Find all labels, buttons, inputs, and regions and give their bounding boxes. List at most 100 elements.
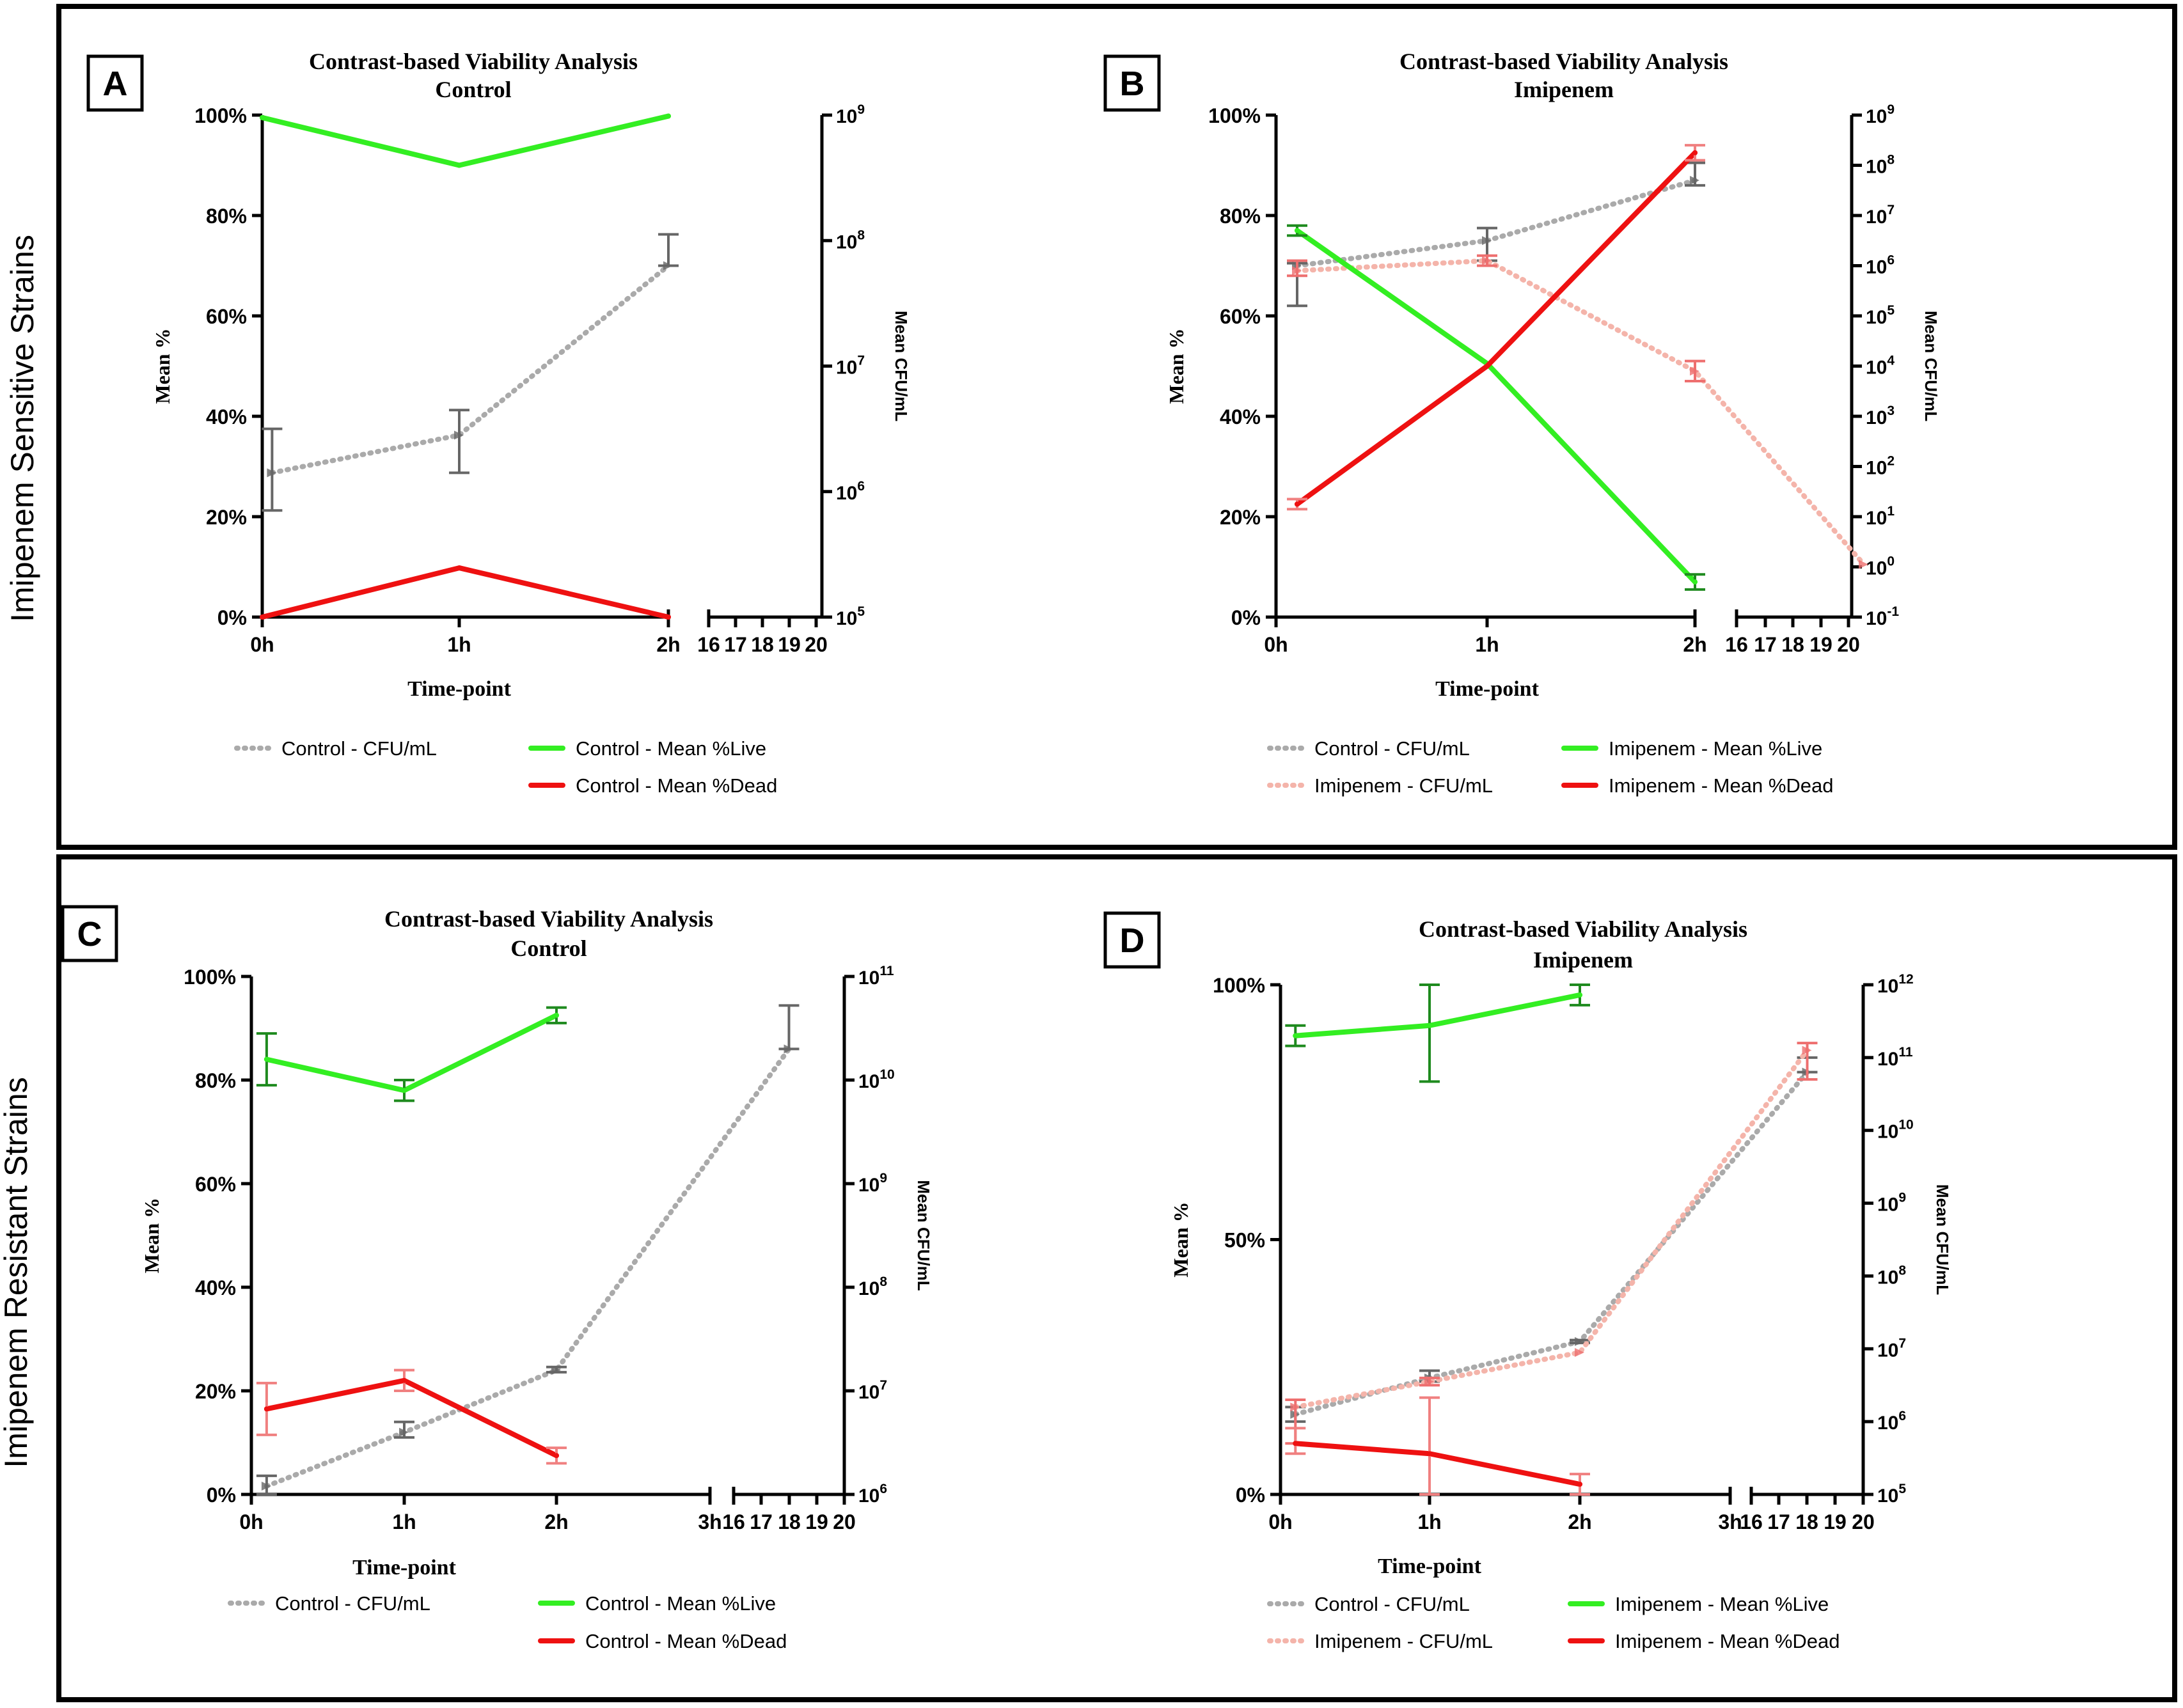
data-point: [1427, 1451, 1432, 1457]
x-axis-label: Time-point: [407, 677, 512, 701]
y-tick-label-right: 109: [1866, 102, 1895, 127]
x-tick-label: 0h: [1264, 633, 1288, 656]
data-point: [399, 1427, 409, 1437]
chart-title: Contrast-based Viability Analysis: [384, 906, 713, 932]
series-line: [1295, 228, 1698, 585]
x-break-tick-label: 16: [697, 633, 720, 656]
x-break-tick-label: 20: [1852, 1510, 1875, 1533]
y-tick-label-right: 107: [858, 1378, 887, 1403]
x-tick-label: 0h: [239, 1510, 263, 1533]
panel-letter-box: [1103, 54, 1161, 112]
data-point: [402, 1088, 407, 1093]
legend-item: Control - Mean %Live: [538, 1592, 776, 1615]
data-point: [1802, 1046, 1812, 1055]
y-tick-label-left: 40%: [195, 1276, 236, 1299]
legend-label: Imipenem - Mean %Live: [1615, 1593, 1829, 1615]
x-break-tick-label: 19: [1809, 633, 1832, 656]
series-line: [1293, 1441, 1582, 1487]
y-tick-label-right: 108: [1866, 153, 1895, 178]
x-break-tick-label: 16: [1725, 633, 1748, 656]
x-tick-label: 1h: [1475, 633, 1499, 656]
y-tick-label-left: 40%: [206, 405, 247, 428]
chart-panel-b: B Contrast-based Viability Analysis Imipen…: [1103, 49, 1941, 797]
row-label-sensitive: Imipenem Sensitive Strains: [4, 235, 40, 622]
series-control-cfu-ml: [262, 233, 679, 512]
y-tick-label-right: 105: [1866, 303, 1895, 328]
y-tick-label-right: 104: [1866, 354, 1895, 379]
y-tick-label-right: 1011: [858, 964, 894, 989]
legend-item: Control - CFU/mL: [234, 737, 437, 760]
legend-label: Imipenem - Mean %Dead: [1609, 774, 1834, 797]
x-break-tick-label: 18: [1781, 633, 1804, 656]
y-axis-label-left: Mean %: [1169, 1202, 1192, 1277]
legend-item: Imipenem - Mean %Dead: [1561, 774, 1834, 797]
legend-item: Control - Mean %Dead: [538, 1630, 787, 1652]
series-imipenem-cfu-ml: [1287, 254, 1868, 569]
x-tick-label: 1h: [392, 1510, 416, 1533]
legend-label: Control - Mean %Dead: [585, 1630, 787, 1652]
chart-subtitle: Control: [435, 77, 511, 102]
series-control-mean-dead: [256, 1368, 567, 1465]
y-tick-label-right: 109: [836, 102, 865, 127]
y-tick-label-left: 0%: [207, 1484, 236, 1507]
x-tick-label: 1h: [1417, 1510, 1441, 1533]
data-point: [1575, 1347, 1584, 1357]
y-tick-label-right: 106: [1877, 1409, 1906, 1434]
legend-item: Control - Mean %Live: [528, 737, 766, 760]
y-tick-label-left: 100%: [194, 104, 247, 127]
data-point: [264, 1406, 269, 1412]
x-tick-label: 2h: [544, 1510, 568, 1533]
panel-letter-box: [61, 905, 118, 962]
chart-panel-a: A Contrast-based Viability Analysis Contro…: [86, 49, 911, 797]
y-tick-label-right: 105: [836, 604, 865, 629]
panel-letter: B: [1120, 65, 1145, 103]
y-tick-label-right: 109: [858, 1171, 887, 1196]
data-point: [784, 1044, 794, 1054]
legend-label: Control - Mean %Live: [576, 737, 766, 760]
legend-label: Control - Mean %Live: [585, 1592, 776, 1615]
y-tick-label-right: 108: [1877, 1263, 1906, 1288]
panel-letter-box: [1103, 911, 1161, 969]
x-break-tick-label: 17: [1754, 633, 1777, 656]
data-point: [1482, 236, 1492, 246]
data-point: [260, 615, 265, 620]
y-tick-label-left: 60%: [1220, 305, 1261, 328]
y-axis-label-right: Mean CFU/mL: [914, 1180, 933, 1290]
series-line: [1295, 150, 1698, 507]
data-point: [1424, 1377, 1434, 1386]
series-control-mean-live: [260, 113, 671, 168]
chart-title: Contrast-based Viability Analysis: [309, 49, 638, 74]
panel-letter: D: [1120, 921, 1145, 960]
y-tick-label-right: 1010: [858, 1067, 895, 1092]
y-tick-label-left: 100%: [1208, 104, 1261, 127]
y-tick-label-left: 60%: [195, 1173, 236, 1196]
x-break-tick-label: 19: [778, 633, 801, 656]
x-tick-label: 2h: [1683, 633, 1706, 656]
series-control-cfu-ml: [1287, 161, 1705, 308]
series-control-cfu-ml: [256, 1004, 800, 1496]
data-point: [1293, 1441, 1298, 1446]
x-break-tick-label: 19: [805, 1510, 828, 1533]
x-tick-label: 2h: [656, 633, 680, 656]
x-tick-label: 0h: [1268, 1510, 1292, 1533]
y-tick-label-right: 107: [1866, 203, 1895, 228]
data-point: [1577, 992, 1582, 998]
x-break-tick-label: 17: [750, 1510, 773, 1533]
y-tick-label-left: 0%: [1231, 606, 1261, 629]
legend-item: Imipenem - Mean %Live: [1568, 1593, 1829, 1615]
resistant-strains-frame: [56, 854, 2177, 1702]
legend-item: Imipenem - CFU/mL: [1267, 774, 1493, 797]
data-point: [663, 261, 673, 270]
legend-item: Control - Mean %Dead: [528, 774, 777, 797]
y-tick-label-right: 108: [836, 228, 865, 253]
x-break-tick-label: 20: [833, 1510, 856, 1533]
x-axis-label: Time-point: [1435, 677, 1540, 701]
data-point: [402, 1377, 407, 1383]
legend-item: Control - CFU/mL: [1267, 737, 1470, 760]
chart-subtitle: Control: [510, 936, 587, 961]
x-tick-label: 1h: [447, 633, 471, 656]
y-tick-label-right: 108: [858, 1274, 887, 1299]
panel-letter: C: [77, 915, 102, 953]
data-point: [1577, 1482, 1582, 1487]
